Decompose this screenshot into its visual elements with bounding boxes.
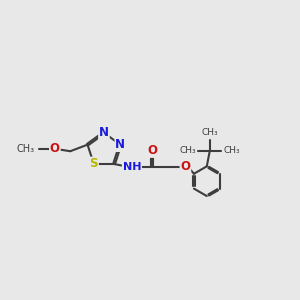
Text: O: O [50, 142, 60, 155]
Text: S: S [89, 158, 98, 170]
Text: N: N [115, 138, 125, 151]
Text: O: O [147, 144, 157, 157]
Text: CH₃: CH₃ [202, 128, 218, 137]
Text: N: N [99, 126, 109, 139]
Text: CH₃: CH₃ [16, 144, 34, 154]
Text: CH₃: CH₃ [180, 146, 196, 155]
Text: O: O [180, 160, 190, 173]
Text: NH: NH [123, 162, 141, 172]
Text: CH₃: CH₃ [223, 146, 240, 155]
